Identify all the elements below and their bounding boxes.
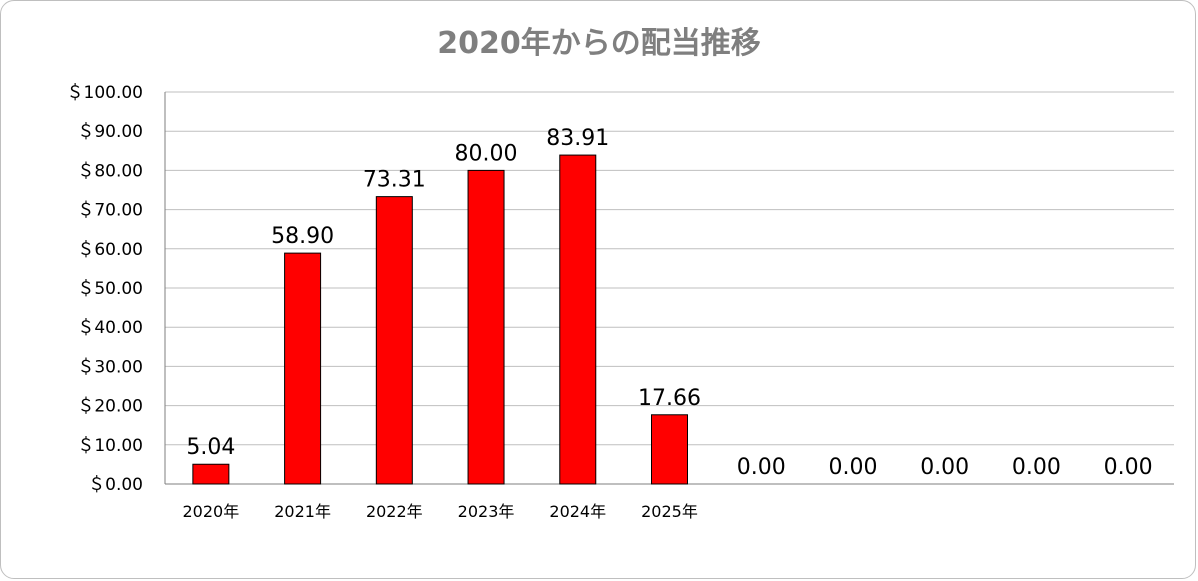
data-label: 0.00 <box>1104 455 1153 480</box>
data-label: 58.90 <box>271 224 334 249</box>
data-label: 0.00 <box>828 455 877 480</box>
gridlines <box>165 91 1174 446</box>
bar <box>192 463 230 485</box>
y-tick-label: ＄10.00 <box>77 436 143 456</box>
data-label: 73.31 <box>363 168 426 193</box>
data-label: 5.04 <box>186 435 235 460</box>
bar <box>651 414 688 485</box>
data-label: 0.00 <box>920 455 969 480</box>
data-label: 0.00 <box>1012 455 1061 480</box>
bar <box>559 154 597 485</box>
data-label: 80.00 <box>455 141 518 166</box>
y-tick-label: ＄60.00 <box>77 240 143 260</box>
x-axis-ticks: 2020年 2021年 2022年 2023年 2024年 2025年 <box>182 502 697 521</box>
y-tick-label: ＄0.00 <box>88 475 143 495</box>
bar <box>467 169 505 485</box>
bars <box>192 154 688 485</box>
x-tick-label: 2024年 <box>549 502 606 521</box>
x-tick-label: 2023年 <box>458 502 515 521</box>
data-label: 17.66 <box>638 386 701 411</box>
y-tick-label: ＄20.00 <box>77 397 143 417</box>
x-tick-label: 2020年 <box>182 502 239 521</box>
data-labels: 5.04 58.90 73.31 80.00 83.91 17.66 0.00 0.00 0.0… <box>186 126 1152 480</box>
bar <box>375 196 413 485</box>
y-tick-label: ＄50.00 <box>77 279 143 299</box>
chart-title: 2020年からの配当推移 <box>437 26 761 61</box>
y-tick-label: ＄70.00 <box>77 201 143 221</box>
y-axis-ticks: ＄0.00 ＄10.00 ＄20.00 ＄30.00 ＄40.00 ＄50.00 ＄60.0… <box>67 83 143 495</box>
data-label: 0.00 <box>737 455 786 480</box>
x-tick-label: 2021年 <box>274 502 331 521</box>
bar <box>284 252 322 485</box>
x-tick-label: 2022年 <box>366 502 423 521</box>
y-tick-label: ＄100.00 <box>67 83 143 103</box>
y-tick-label: ＄90.00 <box>77 122 143 142</box>
y-tick-label: ＄30.00 <box>77 357 143 377</box>
y-tick-label: ＄80.00 <box>77 161 143 181</box>
data-label: 83.91 <box>546 126 609 151</box>
y-tick-label: ＄40.00 <box>77 318 143 338</box>
x-tick-label: 2025年 <box>641 502 698 521</box>
